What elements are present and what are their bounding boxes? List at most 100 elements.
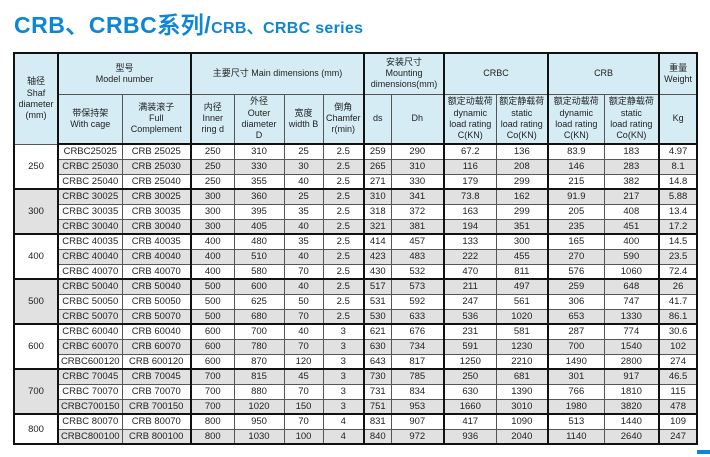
dh-cell: 676 xyxy=(390,323,446,340)
crb-dynamic-load-cell: 146 xyxy=(547,158,605,175)
table-row: 800 CRBC 80070 CRB 80070 800 950 70 4 831 907 417… xyxy=(13,413,698,445)
width-cell: 35 xyxy=(283,233,324,250)
crbc-static-load-cell: 561 xyxy=(495,293,550,310)
chamfer-cell: 2.5 xyxy=(322,293,366,310)
outer-diameter-cell: 360 xyxy=(233,188,285,205)
width-cell: 40 xyxy=(283,248,324,265)
outer-diameter-cell: 625 xyxy=(233,293,285,310)
model-with-cage-cell: CRBC 30040 xyxy=(57,218,123,235)
crbc-static-load-cell: 300 xyxy=(495,233,550,250)
model-full-complement-cell: CRB 25030 xyxy=(121,158,192,175)
ds-cell: 318 xyxy=(363,203,392,220)
weight-cell: 102 xyxy=(658,338,698,355)
header-crb-section: CRB xyxy=(547,52,661,95)
dh-cell: 483 xyxy=(390,248,446,265)
dh-cell: 734 xyxy=(390,338,446,355)
inner-diameter-cell: 400 xyxy=(190,233,235,250)
weight-cell: 109 xyxy=(658,413,698,430)
chamfer-cell: 3 xyxy=(322,338,366,355)
outer-diameter-cell: 480 xyxy=(233,233,285,250)
chamfer-cell: 2.5 xyxy=(322,188,366,205)
header-dh: Dh xyxy=(390,93,446,145)
crb-static-load-cell: 590 xyxy=(603,248,661,265)
weight-cell: 478 xyxy=(658,398,698,415)
chamfer-cell: 2.5 xyxy=(322,173,366,190)
table-row: CRBC 60070 CRB 60070 600 780 70 3 630 734 591 123… xyxy=(14,338,698,355)
dh-cell: 907 xyxy=(390,413,446,430)
crb-dynamic-load-cell: 1140 xyxy=(547,428,605,445)
crb-dynamic-load-cell: 235 xyxy=(547,218,605,235)
model-full-complement-cell: CRB 70045 xyxy=(121,368,192,385)
weight-cell: 4.97 xyxy=(658,143,698,160)
crb-dynamic-load-cell: 306 xyxy=(547,293,605,310)
dh-cell: 290 xyxy=(390,143,446,160)
dh-cell: 834 xyxy=(390,383,446,400)
inner-diameter-cell: 250 xyxy=(190,173,235,190)
crb-dynamic-load-cell: 1980 xyxy=(547,398,605,415)
weight-cell: 86.1 xyxy=(658,308,698,325)
chamfer-cell: 2.5 xyxy=(322,248,366,265)
crbc-dynamic-load-cell: 936 xyxy=(443,428,497,445)
crb-static-load-cell: 3820 xyxy=(603,398,661,415)
table-row: 400 CRBC 40035 CRB 40035 400 480 35 2.5 414 457 1… xyxy=(13,233,698,280)
ds-cell: 414 xyxy=(363,233,392,250)
model-full-complement-cell: CRB 600120 xyxy=(121,353,192,370)
model-with-cage-cell: CRBC600120 xyxy=(57,353,123,370)
ds-cell: 731 xyxy=(363,383,392,400)
header-crbc-dynamic-load: 额定动载荷 dynamic load rating C(KN) xyxy=(443,93,497,145)
crbc-static-load-cell: 299 xyxy=(495,173,550,190)
model-full-complement-cell: CRB 50040 xyxy=(121,278,192,295)
model-with-cage-cell: CRBC 80070 xyxy=(57,413,123,430)
model-full-complement-cell: CRB 800100 xyxy=(121,428,192,445)
width-cell: 70 xyxy=(283,308,324,325)
crb-dynamic-load-cell: 259 xyxy=(547,278,605,295)
crb-static-load-cell: 1440 xyxy=(603,413,661,430)
weight-cell: 13.4 xyxy=(658,203,698,220)
width-cell: 150 xyxy=(283,398,324,415)
inner-diameter-cell: 700 xyxy=(190,368,235,385)
ds-cell: 423 xyxy=(363,248,392,265)
dh-cell: 330 xyxy=(390,173,446,190)
weight-cell: 5.88 xyxy=(658,188,698,205)
crbc-dynamic-load-cell: 231 xyxy=(443,323,497,340)
shaft-diameter-cell: 500 xyxy=(13,278,59,325)
outer-diameter-cell: 310 xyxy=(233,143,285,160)
outer-diameter-cell: 780 xyxy=(233,338,285,355)
shaft-diameter-cell: 400 xyxy=(13,233,59,280)
crb-dynamic-load-cell: 513 xyxy=(547,413,605,430)
header-full-complement: 满装滚子 Full Complement xyxy=(121,93,192,145)
inner-diameter-cell: 700 xyxy=(190,398,235,415)
crbc-dynamic-load-cell: 630 xyxy=(443,383,497,400)
inner-diameter-cell: 250 xyxy=(190,143,235,160)
model-with-cage-cell: CRBC25025 xyxy=(57,143,123,160)
outer-diameter-cell: 1030 xyxy=(233,428,285,445)
outer-diameter-cell: 870 xyxy=(233,353,285,370)
outer-diameter-cell: 815 xyxy=(233,368,285,385)
weight-cell: 23.5 xyxy=(658,248,698,265)
ds-cell: 517 xyxy=(363,278,392,295)
inner-diameter-cell: 300 xyxy=(190,188,235,205)
crbc-dynamic-load-cell: 417 xyxy=(443,413,497,430)
chamfer-cell: 4 xyxy=(322,428,366,445)
width-cell: 100 xyxy=(283,428,324,445)
model-full-complement-cell: CRB 30035 xyxy=(121,203,192,220)
weight-cell: 46.5 xyxy=(658,368,698,385)
model-with-cage-cell: CRBC 50050 xyxy=(57,293,123,310)
header-chamfer-r: 倒角 Chamfer r(min) xyxy=(322,93,366,145)
dh-cell: 953 xyxy=(390,398,446,415)
crbc-dynamic-load-cell: 470 xyxy=(443,263,497,280)
outer-diameter-cell: 580 xyxy=(233,263,285,280)
table-row: CRBC 25030 CRB 25030 250 330 30 2.5 265 310 116 2… xyxy=(14,158,698,175)
bearing-spec-table: 轴径 Shaf diameter (mm) 型号 Model number 主要… xyxy=(13,52,699,445)
crbc-dynamic-load-cell: 250 xyxy=(443,368,497,385)
inner-diameter-cell: 400 xyxy=(190,248,235,265)
header-row-columns: 带保持架 With cage 满装滚子 Full Complement 内径 I… xyxy=(14,93,698,145)
shaft-diameter-cell: 250 xyxy=(13,143,59,190)
chamfer-cell: 2.5 xyxy=(322,308,366,325)
inner-diameter-cell: 600 xyxy=(190,338,235,355)
dh-cell: 381 xyxy=(390,218,446,235)
crb-dynamic-load-cell: 215 xyxy=(547,173,605,190)
header-inner-ring-d: 内径 Inner ring d xyxy=(190,93,235,145)
ds-cell: 621 xyxy=(363,323,392,340)
crbc-dynamic-load-cell: 536 xyxy=(443,308,497,325)
